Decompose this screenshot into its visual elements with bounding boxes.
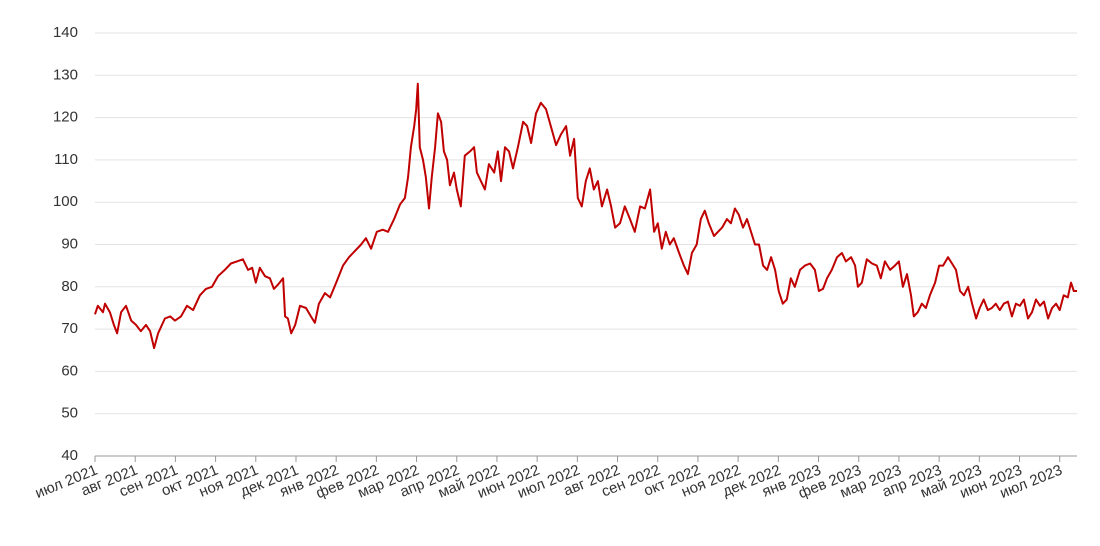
y-tick-label: 70 (61, 320, 78, 337)
y-tick-label: 110 (54, 151, 78, 168)
y-tick-label: 130 (53, 66, 78, 83)
price-line (94, 82, 1077, 350)
y-tick-label: 50 (61, 405, 78, 422)
y-tick-label: 140 (53, 24, 78, 41)
y-tick-label: 120 (53, 109, 78, 126)
y-tick-label: 40 (61, 447, 78, 464)
y-tick-label: 80 (61, 278, 78, 295)
y-tick-label: 90 (61, 235, 78, 252)
y-tick-label: 60 (61, 362, 78, 379)
y-tick-label: 100 (53, 193, 78, 210)
